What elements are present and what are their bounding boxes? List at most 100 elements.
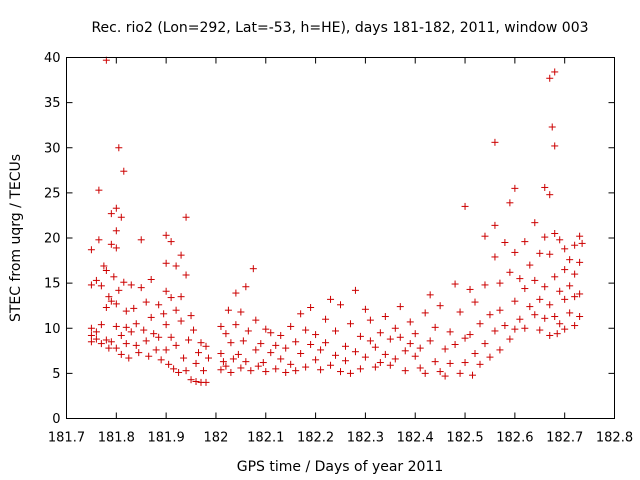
data-point [229, 355, 237, 363]
data-point [92, 276, 100, 284]
data-point [351, 286, 359, 294]
data-point [416, 364, 424, 372]
x-tick-label: 182.7 [546, 431, 583, 446]
data-point [401, 347, 409, 355]
data-point [142, 298, 150, 306]
data-point [277, 355, 285, 363]
data-point [117, 213, 125, 221]
data-point [135, 349, 143, 357]
data-point [332, 351, 340, 359]
data-point [491, 138, 499, 146]
data-point [396, 333, 404, 341]
data-point [219, 358, 227, 366]
data-point [172, 262, 180, 270]
data-point [237, 308, 245, 316]
data-point [87, 338, 95, 346]
data-point [162, 231, 170, 239]
data-point [182, 213, 190, 221]
data-point [112, 227, 120, 235]
data-point [122, 323, 130, 331]
data-point [426, 337, 434, 345]
data-point [566, 282, 574, 290]
data-point [317, 346, 325, 354]
data-point [361, 353, 369, 361]
data-point [548, 123, 556, 131]
data-point [376, 359, 384, 367]
data-point [107, 210, 115, 218]
data-point [92, 335, 100, 343]
data-point [92, 328, 100, 336]
data-point [541, 233, 549, 241]
data-point [551, 273, 559, 281]
data-point [578, 239, 586, 247]
data-point [506, 199, 514, 207]
data-point [272, 341, 280, 349]
data-point [491, 221, 499, 229]
data-point [416, 344, 424, 352]
data-point [551, 313, 559, 321]
data-point [112, 244, 120, 252]
data-point [307, 303, 315, 311]
data-point [317, 366, 325, 374]
data-point [197, 339, 205, 347]
data-point [150, 330, 158, 338]
data-point [162, 321, 170, 329]
data-point [476, 320, 484, 328]
x-tick-label: 182 [204, 431, 229, 446]
data-point [102, 266, 110, 274]
data-point [182, 367, 190, 375]
data-point [476, 360, 484, 368]
data-point [259, 359, 267, 367]
data-point [446, 359, 454, 367]
data-point [147, 313, 155, 321]
data-point [112, 300, 120, 308]
data-point [167, 238, 175, 246]
data-point [252, 316, 260, 324]
data-point [337, 368, 344, 376]
data-point [190, 326, 198, 334]
data-point [95, 186, 103, 194]
data-point [551, 68, 559, 76]
data-point [546, 250, 554, 258]
data-points [87, 56, 586, 386]
y-tick-label: 10 [44, 322, 61, 337]
data-point [87, 281, 95, 289]
data-point [551, 229, 559, 237]
data-point [456, 369, 464, 377]
data-point [122, 307, 130, 315]
data-point [130, 304, 138, 312]
data-point [232, 289, 240, 297]
data-point [117, 331, 125, 339]
data-point [461, 334, 469, 342]
y-tick-label: 35 [44, 96, 61, 111]
data-point [267, 349, 275, 357]
data-point [496, 279, 504, 287]
data-point [506, 268, 514, 276]
data-point [486, 311, 494, 319]
data-point [127, 281, 135, 289]
data-point [327, 295, 335, 303]
data-point [107, 240, 115, 248]
data-point [386, 361, 394, 369]
data-point [546, 74, 554, 82]
y-tick-label: 30 [44, 141, 61, 156]
data-point [165, 360, 173, 368]
data-point [481, 340, 489, 348]
data-point [195, 349, 203, 357]
data-point [571, 270, 579, 278]
data-point [556, 320, 564, 328]
data-point [386, 335, 394, 343]
data-point [155, 301, 163, 309]
data-point [252, 346, 260, 354]
y-tick-label: 0 [52, 412, 60, 427]
data-point [566, 309, 574, 317]
data-point [204, 354, 212, 362]
data-point [227, 368, 235, 376]
data-point [576, 313, 584, 321]
data-point [541, 314, 549, 322]
data-point [546, 301, 554, 309]
data-point [576, 290, 584, 298]
data-point [302, 326, 310, 334]
data-point [112, 204, 120, 212]
